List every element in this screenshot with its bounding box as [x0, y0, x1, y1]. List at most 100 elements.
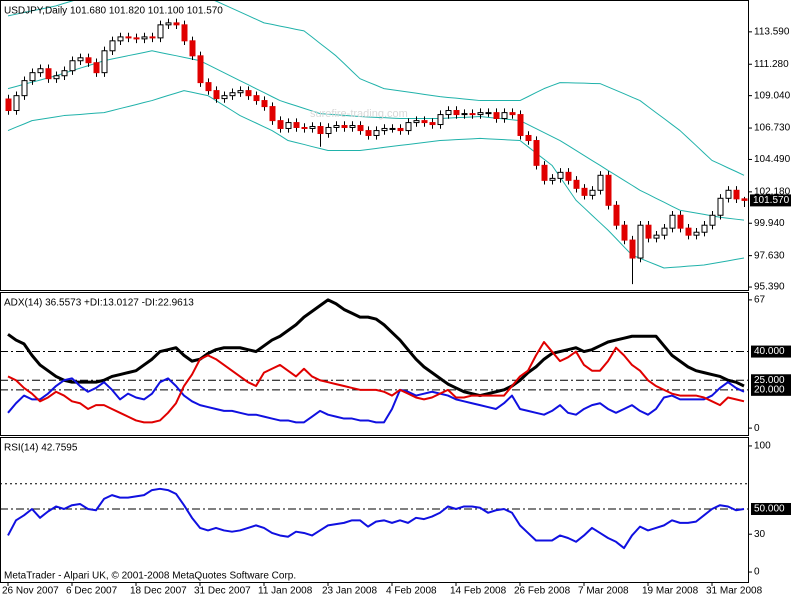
x-tick-label: 6 Dec 2007	[66, 586, 118, 597]
candle-body	[437, 114, 444, 126]
candle-body	[221, 95, 228, 100]
candle-body	[45, 68, 52, 80]
candle-body	[301, 126, 308, 129]
last-price-label: 101.570	[753, 195, 790, 206]
candle-body	[237, 90, 244, 94]
candle-body	[29, 72, 36, 82]
level-label-box	[751, 502, 791, 515]
y-tick-label: 0	[754, 567, 760, 578]
candle-body	[389, 127, 396, 130]
panel-frame	[0, 0, 749, 291]
x-tick-label: 23 Jan 2008	[322, 586, 377, 597]
candle-body	[421, 120, 428, 124]
candle-body	[5, 98, 12, 112]
band-line	[7, 50, 745, 221]
candle-body	[429, 122, 436, 126]
candle-body	[709, 214, 716, 226]
candle-body	[413, 120, 420, 124]
candle-body	[685, 227, 692, 236]
y-tick-label: 0	[754, 423, 760, 434]
x-tick-label: 31 Mar 2008	[706, 586, 763, 597]
candle-body	[205, 82, 212, 92]
level-label-box	[751, 374, 791, 387]
x-tick-label: 19 Mar 2008	[642, 586, 699, 597]
y-tick-label: 102.180	[754, 186, 791, 197]
indicator-line	[7, 487, 745, 550]
candle-body	[61, 70, 68, 77]
candle-body	[693, 231, 700, 236]
y-tick-label: 95.390	[754, 282, 785, 293]
candle-body	[189, 40, 196, 57]
candle-body	[597, 174, 604, 191]
candle-body	[101, 50, 108, 74]
y-tick-label: 100	[754, 441, 771, 452]
panel-frame	[0, 437, 749, 583]
candle-body	[173, 22, 180, 26]
candle-body	[629, 239, 636, 259]
candle-body	[741, 198, 748, 201]
candle-body	[461, 113, 468, 116]
candle-body	[149, 36, 156, 39]
band-line	[7, 90, 745, 269]
candle-body	[285, 122, 292, 129]
candle-body	[333, 125, 340, 128]
candle-body	[533, 140, 540, 166]
y-tick-label: 106.730	[754, 123, 791, 134]
candle-body	[341, 125, 348, 128]
candle-body	[85, 57, 92, 64]
x-tick-label: 31 Dec 2007	[194, 586, 251, 597]
x-tick-label: 7 Mar 2008	[578, 586, 629, 597]
candle-body	[77, 57, 84, 62]
candle-body	[621, 224, 628, 241]
panel-frame	[0, 292, 749, 436]
candle-body	[117, 36, 124, 42]
candle-body	[165, 22, 172, 26]
y-tick-label: 99.940	[754, 218, 785, 229]
candle-body	[661, 227, 668, 236]
x-tick-label: 4 Feb 2008	[386, 586, 437, 597]
candle-body	[589, 189, 596, 196]
band-line	[7, 1, 745, 176]
candle-body	[733, 189, 740, 200]
candle-body	[565, 171, 572, 181]
x-tick-label: 18 Dec 2007	[130, 586, 187, 597]
candle-body	[725, 189, 732, 199]
candle-body	[253, 95, 260, 102]
candle-body	[573, 179, 580, 189]
candle-body	[37, 68, 44, 74]
candle-body	[365, 130, 372, 136]
candle-body	[21, 80, 28, 97]
candle-body	[613, 204, 620, 226]
candle-body	[157, 24, 164, 39]
candle-body	[381, 127, 388, 132]
candle-body	[197, 55, 204, 84]
candle-body	[277, 120, 284, 129]
y-tick-label: 67	[754, 295, 766, 306]
candle-body	[469, 113, 476, 116]
candle-body	[53, 75, 60, 80]
candle-body	[293, 122, 300, 128]
candle-body	[13, 95, 20, 112]
candle-body	[645, 224, 652, 239]
indicator-line	[7, 340, 745, 424]
candle-body	[477, 112, 484, 116]
candle-body	[485, 112, 492, 115]
candle-body	[141, 36, 148, 40]
candle-body	[541, 164, 548, 181]
candle-body	[261, 100, 268, 108]
panel-title: ADX(14) 36.5573 +DI:13.0127 -DI:22.9613	[4, 298, 194, 309]
candle-body	[181, 24, 188, 42]
candle-body	[69, 60, 76, 72]
candle-body	[581, 187, 588, 196]
panel-title: USDJPY,Daily 101.680 101.820 101.100 101…	[4, 6, 223, 17]
candle-body	[557, 171, 564, 179]
y-tick-label: 109.040	[754, 90, 791, 101]
candle-body	[453, 110, 460, 116]
plot-area	[0, 298, 748, 424]
level-label-box	[751, 383, 791, 396]
candle-body	[517, 114, 524, 136]
plot-area	[5, 1, 748, 285]
candle-body	[605, 174, 612, 206]
candle-body	[677, 214, 684, 229]
